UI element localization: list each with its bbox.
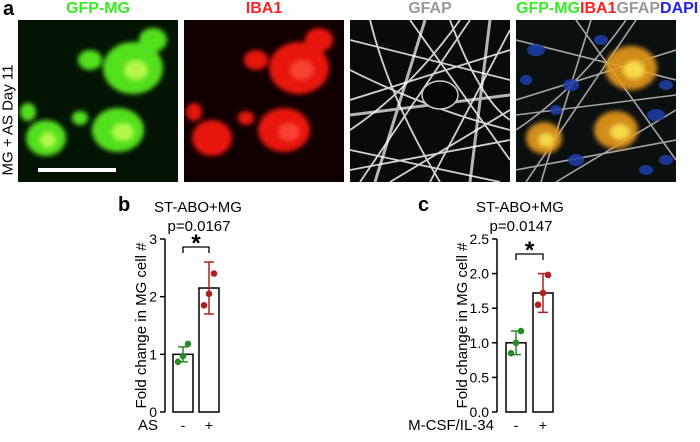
gfp-micrograph: [18, 20, 178, 182]
chart-c-x-tick-label: -: [514, 417, 519, 433]
channel-title-gfp: GFP-MG: [66, 0, 130, 17]
chart-b-y-axis-label: Fold change in MG cell #: [133, 242, 150, 409]
chart-c-significance-bracket: [515, 253, 544, 260]
channel-title-gfap: GFAP: [408, 0, 452, 17]
channel-title-merge: GFP-MGIBA1GFAPDAPI: [516, 0, 700, 18]
chart-c-data-point: [534, 301, 542, 309]
merge-label-dapi: DAPI: [660, 0, 699, 17]
chart-b-y-tick-label: 1: [149, 346, 157, 362]
merge-label-gfap: GFAP: [616, 0, 661, 17]
chart-b-data-point: [184, 340, 192, 348]
chart-b-data-point: [174, 358, 182, 366]
chart-b-data-point: [179, 352, 187, 360]
chart-c-bar: [532, 292, 554, 413]
chart-c-y-axis-label: Fold change in MG cell #: [454, 242, 471, 409]
chart-b-bar: [198, 287, 220, 413]
merge-label-iba1: IBA1: [580, 0, 617, 17]
chart-b-data-point: [210, 270, 218, 277]
chart-b-x-tick-label: +: [205, 417, 213, 433]
chart-c-y-tick-label: 0.5: [470, 369, 490, 385]
panel-c-letter: c: [418, 194, 430, 216]
gfap-micrograph: [350, 20, 510, 182]
chart-c-data-point: [512, 339, 520, 347]
chart-c-significance-star: *: [525, 237, 535, 264]
chart-c-data-point: [539, 289, 547, 297]
chart-c-bar: [505, 342, 527, 413]
condition-label: MG + AS Day 11: [0, 64, 17, 176]
chart-c-x-axis-label: M-CSF/IL-34: [408, 417, 494, 434]
chart-c-data-point: [544, 271, 552, 279]
chart-b-x-tick-label: -: [181, 417, 186, 433]
chart-b-data-point: [200, 302, 208, 309]
chart-c-data-point: [517, 327, 525, 335]
chart-c-y-tick-label: 1.5: [470, 300, 490, 316]
chart-c-x-tick-label: +: [539, 417, 547, 433]
chart-b-bar: [172, 353, 194, 413]
iba1-micrograph: [184, 20, 344, 182]
chart-c-pvalue: p=0.0147: [489, 218, 553, 235]
chart-c-data-point: [507, 349, 515, 357]
chart-b-y-tick-label: 0: [149, 404, 157, 420]
chart-b-pvalue: p=0.0167: [167, 218, 231, 235]
merge-label-gfp: GFP-MG: [516, 0, 580, 17]
chart-c-y-tick-label: 0.0: [470, 404, 490, 420]
panel-a-letter: a: [3, 0, 15, 20]
chart-b-title: ST-ABO+MG: [154, 199, 242, 216]
channel-title-iba1: IBA1: [245, 0, 283, 17]
chart-b-significance-bracket: [182, 246, 210, 253]
chart-c-y-tick-label: 2.0: [470, 266, 490, 282]
chart-b-y-tick-label: 2: [149, 289, 157, 305]
merge-micrograph: [516, 20, 676, 182]
chart-b-data-point: [205, 290, 213, 298]
chart-c-y-tick-label: 1.0: [470, 335, 490, 351]
panel-b-letter: b: [118, 194, 131, 216]
chart-b-x-axis-label: AS: [138, 417, 158, 434]
chart-c-title: ST-ABO+MG: [476, 199, 564, 216]
